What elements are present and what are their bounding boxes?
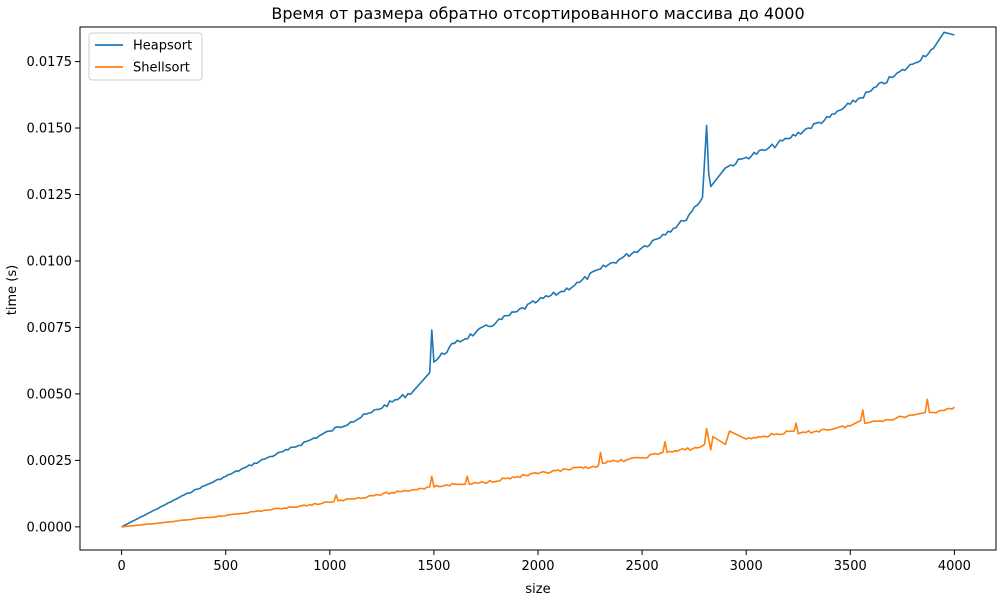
y-tick-label: 0.0000: [27, 520, 73, 535]
y-tick-label: 0.0075: [27, 321, 73, 336]
legend: Heapsort Shellsort: [88, 32, 203, 81]
y-tick-label: 0.0100: [27, 254, 73, 269]
x-tick-label: 4000: [938, 559, 971, 574]
x-tick-label: 3000: [730, 559, 763, 574]
plot-layer: [121, 31, 955, 528]
chart-title: Время от размера обратно отсортированног…: [271, 4, 804, 23]
legend-label-heapsort: Heapsort: [133, 39, 192, 54]
x-tick-label: 0: [117, 559, 125, 574]
y-tick-label: 0.0125: [27, 188, 73, 203]
series-line-heapsort: [121, 31, 955, 528]
y-axis-label: time (s): [5, 265, 20, 315]
axes-layer: 0 500 1000 1500 2000 2500 3000 3500 4000 0.0000 0.…: [27, 26, 997, 574]
y-tick-label: 0.0025: [27, 454, 73, 469]
y-tick-label: 0.0050: [27, 387, 73, 402]
y-tick-label: 0.0175: [27, 55, 73, 70]
x-tick-label: 2500: [626, 559, 659, 574]
x-axis-label: size: [525, 582, 550, 597]
x-tick-label: 1000: [313, 559, 346, 574]
x-tick-label: 500: [213, 559, 238, 574]
x-tick-label: 2000: [521, 559, 554, 574]
x-tick-label: 1500: [417, 559, 450, 574]
y-tick-label: 0.0150: [27, 122, 73, 137]
legend-label-shellsort: Shellsort: [133, 61, 190, 76]
x-tick-label: 3500: [834, 559, 867, 574]
series-line-shellsort: [121, 398, 955, 528]
